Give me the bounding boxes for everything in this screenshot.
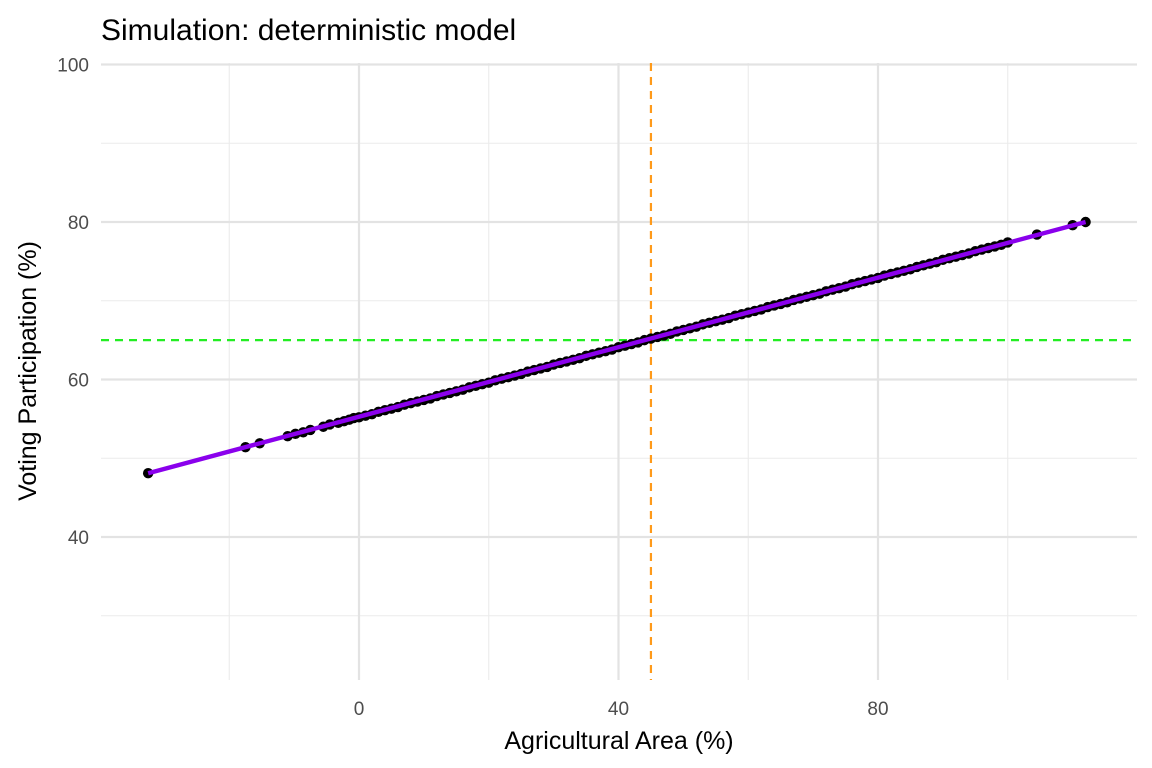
x-axis-label: Agricultural Area (%) — [504, 727, 733, 755]
x-axis-ticks: 0 40 80 — [354, 699, 889, 720]
y-axis-label: Voting Participation (%) — [14, 241, 42, 501]
chart-title: Simulation: deterministic model — [101, 14, 516, 47]
fit-line-group — [147, 219, 1087, 476]
y-tick-label: 40 — [68, 528, 89, 549]
y-tick-label: 100 — [57, 56, 89, 77]
y-axis-ticks: 40 60 80 100 — [57, 56, 89, 550]
fit-line — [147, 219, 1087, 476]
x-tick-label: 80 — [867, 699, 888, 720]
x-tick-label: 0 — [354, 699, 365, 720]
major-gridlines — [101, 63, 1137, 680]
y-tick-label: 60 — [68, 371, 89, 392]
reference-lines — [101, 63, 1137, 680]
y-tick-label: 80 — [68, 213, 89, 234]
x-tick-label: 40 — [608, 699, 629, 720]
